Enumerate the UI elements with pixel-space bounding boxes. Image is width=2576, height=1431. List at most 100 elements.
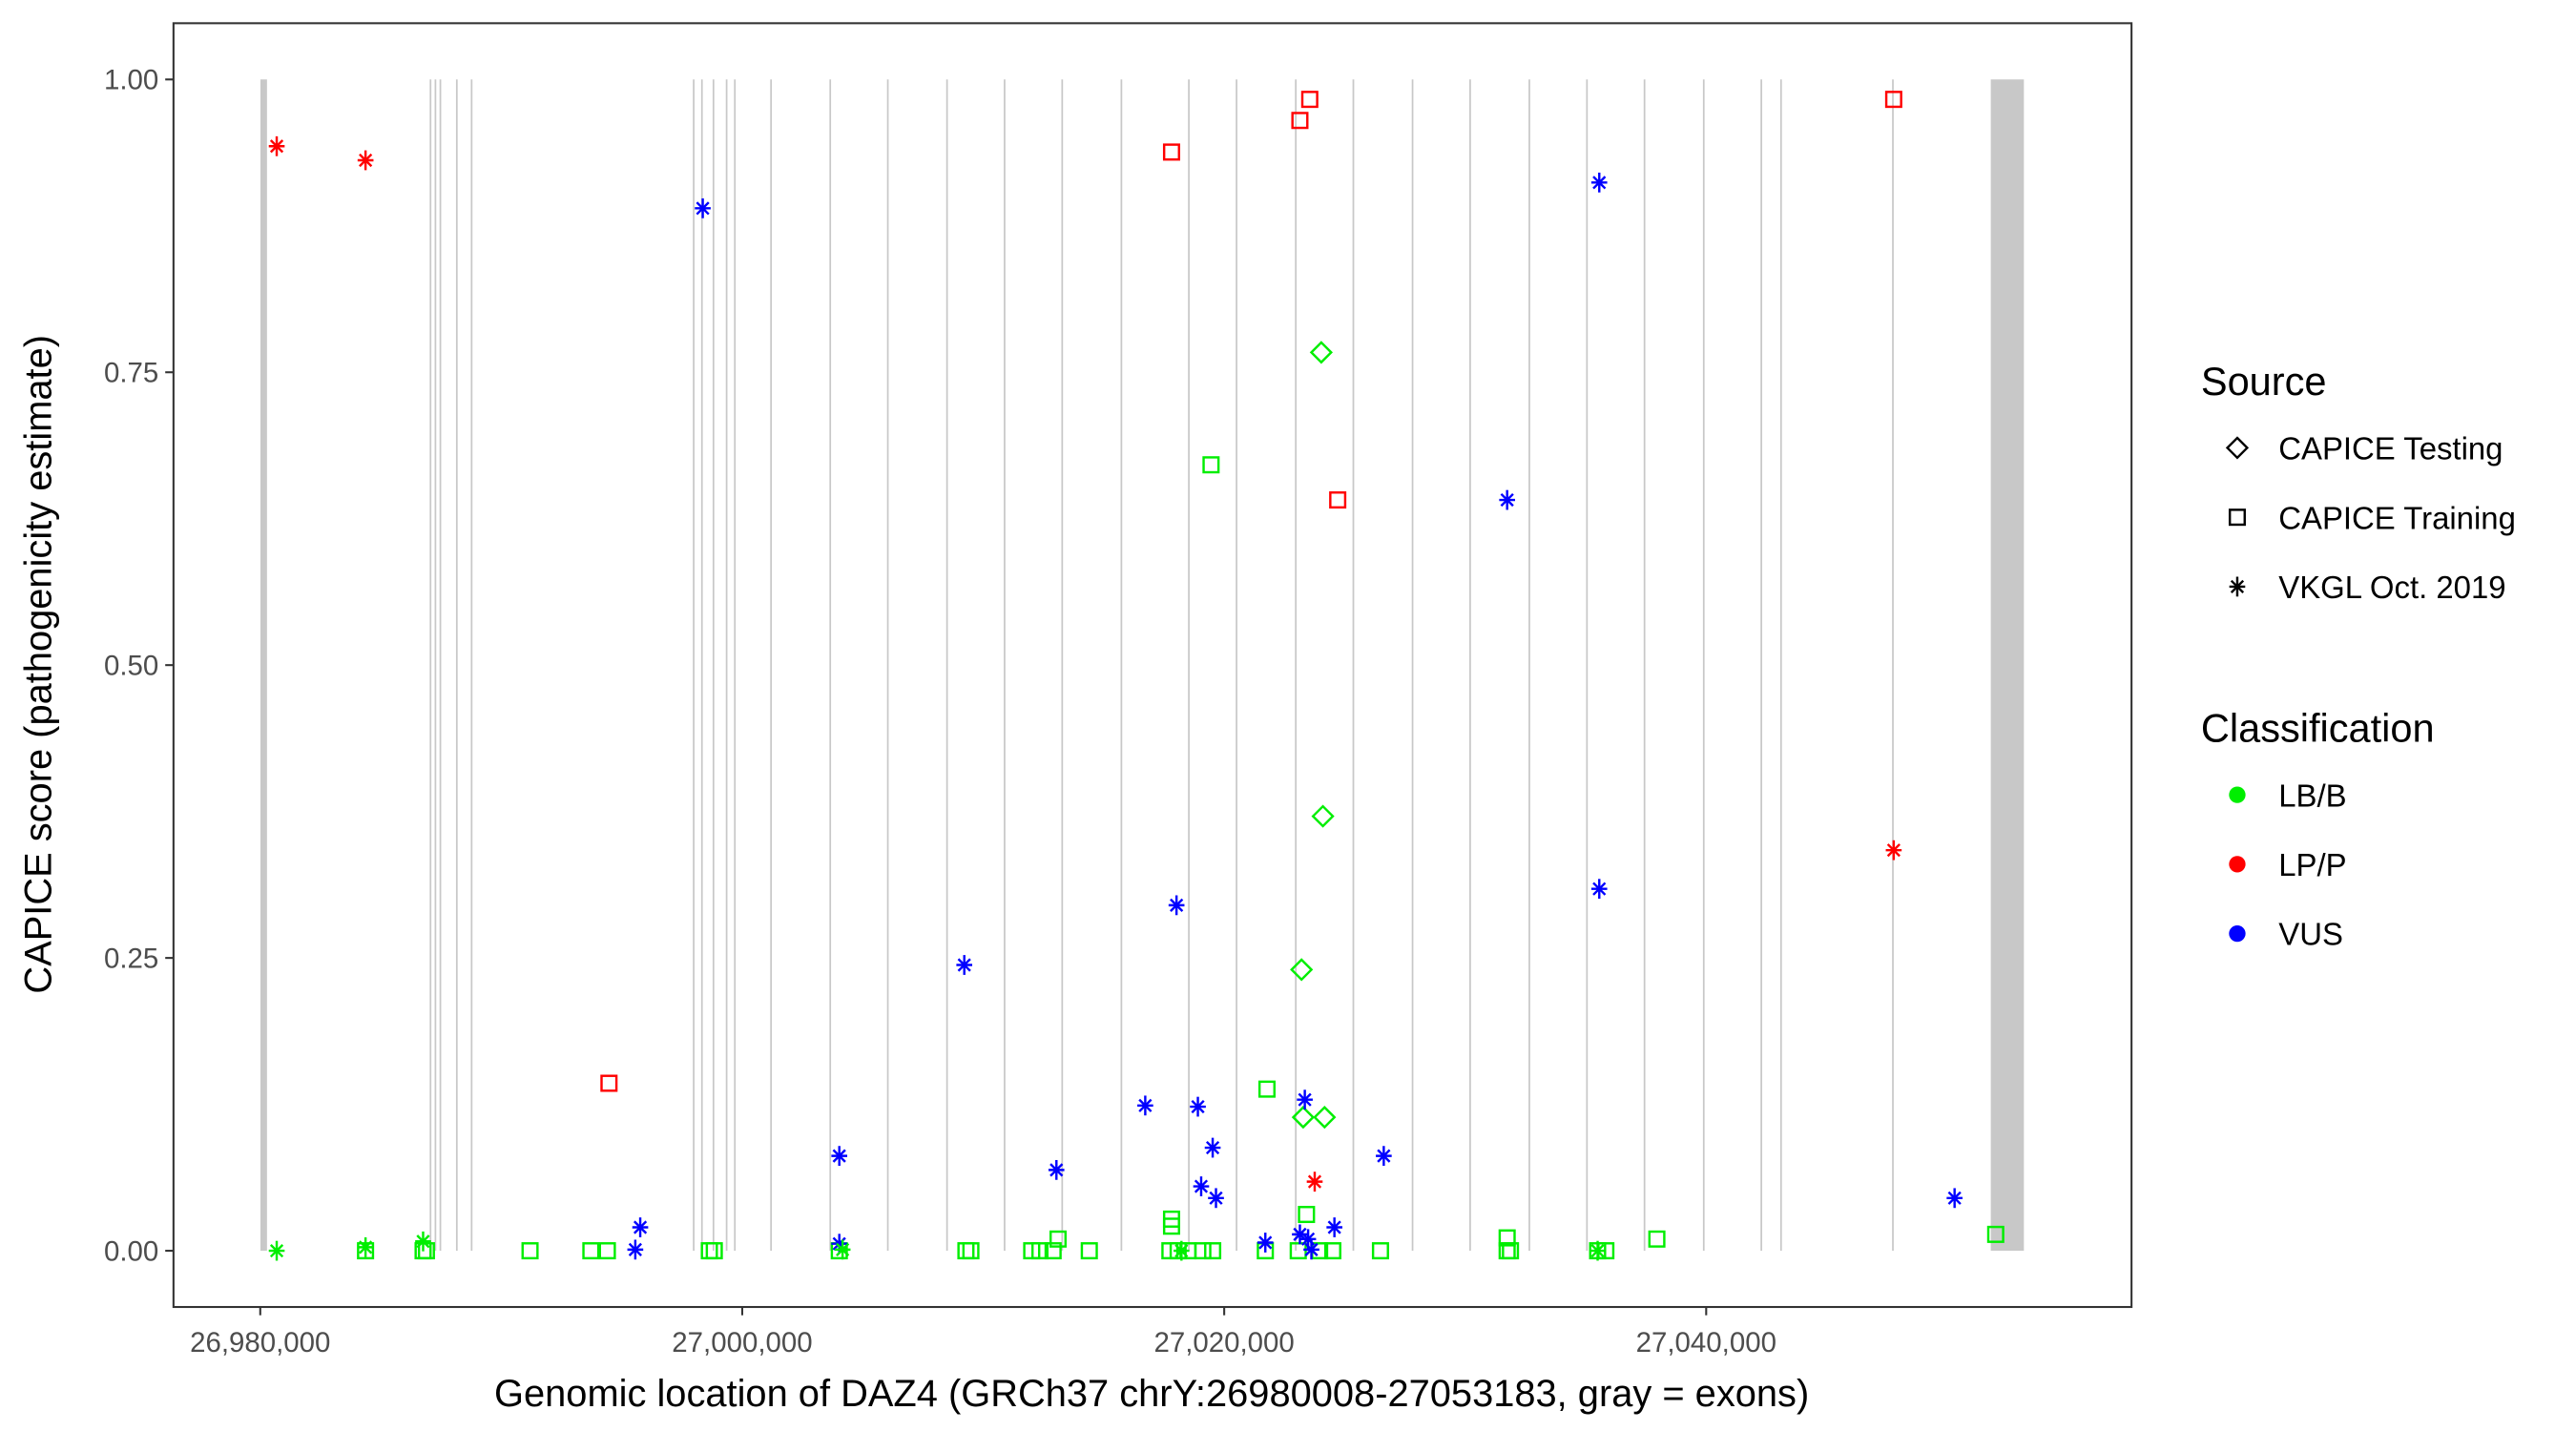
exon-band — [734, 79, 737, 1252]
data-point-square — [1498, 1229, 1516, 1247]
data-point-asterisk — [1208, 1188, 1224, 1209]
data-point-asterisk — [1885, 840, 1902, 861]
panel-background — [173, 23, 2132, 1308]
data-point-asterisk — [1303, 1239, 1319, 1260]
data-point-square — [1030, 1242, 1049, 1260]
asterisk-stroke — [1205, 1140, 1220, 1155]
data-point-square — [1300, 91, 1319, 109]
asterisk-stroke — [359, 1240, 373, 1255]
asterisk-stroke — [1592, 176, 1607, 190]
asterisk-stroke — [1174, 1243, 1189, 1258]
data-point-asterisk — [1946, 1188, 1963, 1209]
data-point-asterisk — [1326, 1217, 1342, 1237]
data-point-square — [1323, 1242, 1341, 1260]
asterisk-stroke — [269, 1243, 284, 1258]
data-point-square — [1162, 1217, 1180, 1235]
exon-band — [1004, 79, 1006, 1252]
legend-source-label: VKGL Oct. 2019 — [2278, 570, 2505, 605]
asterisk-stroke — [1377, 1149, 1391, 1163]
asterisk-stroke — [696, 201, 710, 216]
y-tick-label: 0.75 — [104, 358, 158, 389]
y-tick-label: 0.50 — [104, 651, 158, 682]
asterisk-stroke — [1500, 492, 1514, 508]
y-axis: 0.00 0.25 0.50 0.75 1.00 — [104, 65, 174, 1267]
asterisk-stroke — [1298, 1092, 1312, 1107]
data-point-asterisk — [1168, 895, 1185, 916]
data-point-square — [1371, 1242, 1389, 1260]
y-tick-label: 0.25 — [104, 944, 158, 975]
exon-band — [1295, 79, 1298, 1252]
y-axis-title: CAPICE score (pathogenicity estimate) — [18, 335, 60, 994]
data-point-asterisk — [1589, 1240, 1606, 1261]
data-point-square — [705, 1242, 723, 1260]
data-point-square — [962, 1242, 980, 1260]
data-point-diamond — [1290, 958, 1314, 982]
legend-source-label: CAPICE Training — [2278, 500, 2516, 535]
asterisk-stroke — [1138, 1098, 1153, 1112]
data-point-square — [1194, 1242, 1212, 1260]
exon-band — [1528, 79, 1530, 1252]
data-point-square — [1049, 1230, 1068, 1248]
exon-layer — [260, 79, 2025, 1252]
exon-band — [260, 79, 267, 1252]
asterisk-stroke — [1947, 1191, 1962, 1205]
data-point-square — [1298, 1206, 1316, 1224]
legend-key-square — [2228, 508, 2246, 527]
data-point-asterisk — [956, 955, 973, 975]
exon-band — [434, 79, 437, 1252]
asterisk-stroke — [957, 958, 971, 972]
exon-band — [1760, 79, 1762, 1252]
x-tick-label: 27,040,000 — [1636, 1327, 1776, 1358]
asterisk-stroke — [633, 1220, 648, 1234]
legend-source-label: CAPICE Testing — [2278, 431, 2503, 467]
data-point-asterisk — [268, 135, 285, 156]
data-point-square — [598, 1242, 616, 1260]
data-point-asterisk — [1376, 1146, 1392, 1167]
legend-class-label: VUS — [2278, 917, 2343, 952]
asterisk-stroke — [1886, 843, 1901, 858]
data-point-diamond — [1313, 1106, 1337, 1130]
exon-band — [429, 79, 432, 1252]
exon-band — [1643, 79, 1646, 1252]
data-point-asterisk — [632, 1217, 649, 1237]
y-tick-label: 1.00 — [104, 65, 158, 96]
exon-band — [1236, 79, 1237, 1252]
asterisk-stroke — [1590, 1243, 1605, 1258]
data-point-square — [1502, 1242, 1520, 1260]
legend-class-label: LB/B — [2278, 778, 2346, 813]
exon-band — [1188, 79, 1190, 1252]
exon-band — [700, 79, 703, 1252]
data-point-square — [1162, 143, 1180, 161]
data-point-asterisk — [1048, 1159, 1065, 1180]
asterisk-stroke — [1307, 1174, 1322, 1189]
data-point-asterisk — [1590, 172, 1608, 193]
x-tick-label: 27,020,000 — [1153, 1327, 1294, 1358]
data-point-square — [1202, 456, 1220, 474]
data-point-square — [582, 1242, 600, 1260]
y-tick-label: 0.00 — [104, 1235, 158, 1267]
data-point-square — [1291, 112, 1309, 130]
data-point-asterisk — [1499, 489, 1516, 510]
legend: Source Classification CAPICE Testing CAPI… — [2201, 359, 2516, 952]
data-point-asterisk — [1306, 1172, 1323, 1192]
exon-band — [945, 79, 948, 1252]
data-point-square — [1884, 91, 1902, 109]
data-point-asterisk — [1292, 1224, 1308, 1245]
asterisk-stroke — [1049, 1163, 1064, 1177]
exon-band — [829, 79, 832, 1252]
exon-band — [1586, 79, 1589, 1252]
exon-band — [693, 79, 695, 1252]
legend-source-title: Source — [2201, 359, 2327, 404]
legend-key-dot — [2229, 856, 2246, 873]
data-point-asterisk — [627, 1239, 644, 1260]
exon-band — [1352, 79, 1355, 1252]
exon-band — [1061, 79, 1064, 1252]
asterisk-stroke — [1191, 1099, 1205, 1114]
asterisk-stroke — [269, 139, 284, 154]
exon-band — [770, 79, 773, 1252]
legend-key-dot — [2229, 786, 2246, 803]
exon-band — [1120, 79, 1123, 1252]
points-layer — [268, 91, 2005, 1261]
data-point-asterisk — [1174, 1240, 1190, 1261]
